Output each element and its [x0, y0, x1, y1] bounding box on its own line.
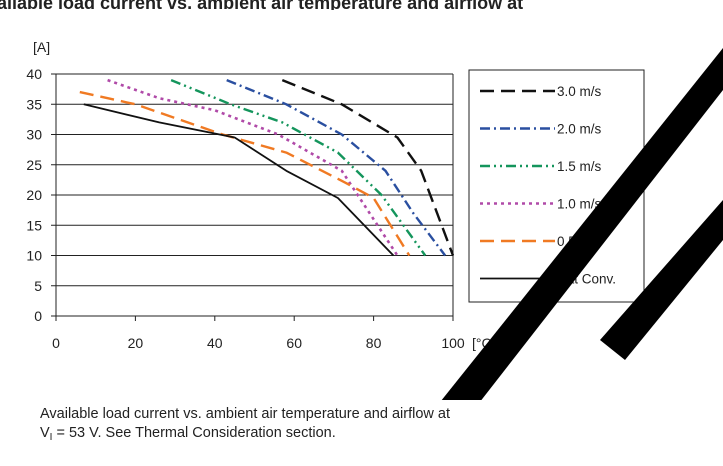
- y-tick-label-10: 10: [26, 248, 42, 264]
- x-axis-tick-labels: 0 20 40 60 80 100: [52, 335, 465, 351]
- x-tick-label-80: 80: [366, 335, 382, 351]
- y-tick-label-40: 40: [26, 66, 42, 82]
- x-tick-label-100: 100: [441, 335, 465, 351]
- y-tick-label-35: 35: [26, 96, 42, 112]
- axes: [51, 73, 454, 321]
- legend-label-0: 3.0 m/s: [557, 84, 602, 99]
- series-line-4: [79, 90, 411, 257]
- y-tick-label-30: 30: [26, 127, 42, 143]
- y-axis-tick-labels: 0 5 10 15 20 25 30 35 40: [26, 66, 42, 324]
- x-tick-label-20: 20: [128, 335, 144, 351]
- series-lines: [79, 78, 455, 257]
- series-line-3: [107, 78, 399, 257]
- svg-text:ailable load current vs. ambie: ailable load current vs. ambient air tem…: [0, 0, 523, 10]
- series-line-2: [170, 78, 427, 257]
- caption-line-2: VI = 53 V. See Thermal Consideration sec…: [40, 425, 336, 443]
- x-tick-label-60: 60: [286, 335, 302, 351]
- header-text-fragment: ailable load current vs. ambient air tem…: [0, 0, 523, 10]
- series-line-5: [83, 103, 395, 257]
- caption-line-1: Available load current vs. ambient air t…: [40, 406, 450, 422]
- figure-caption: Available load current vs. ambient air t…: [40, 405, 450, 447]
- series-line-1: [226, 78, 447, 257]
- y-tick-label-25: 25: [26, 157, 42, 173]
- watermark: [441, 48, 723, 400]
- y-tick-label-5: 5: [34, 278, 42, 294]
- series-line-0: [281, 78, 455, 256]
- y-axis-label: [A]: [33, 39, 50, 55]
- legend-label-3: 1.0 m/s: [557, 197, 602, 212]
- legend-label-1: 2.0 m/s: [557, 122, 602, 137]
- y-tick-label-0: 0: [34, 308, 42, 324]
- horizontal-gridlines: [56, 73, 453, 317]
- legend-label-2: 1.5 m/s: [557, 159, 602, 174]
- x-tick-label-40: 40: [207, 335, 223, 351]
- x-tick-label-0: 0: [52, 335, 60, 351]
- cut-off-header: ailable load current vs. ambient air tem…: [0, 0, 723, 10]
- y-tick-label-20: 20: [26, 187, 42, 203]
- y-tick-label-15: 15: [26, 217, 42, 233]
